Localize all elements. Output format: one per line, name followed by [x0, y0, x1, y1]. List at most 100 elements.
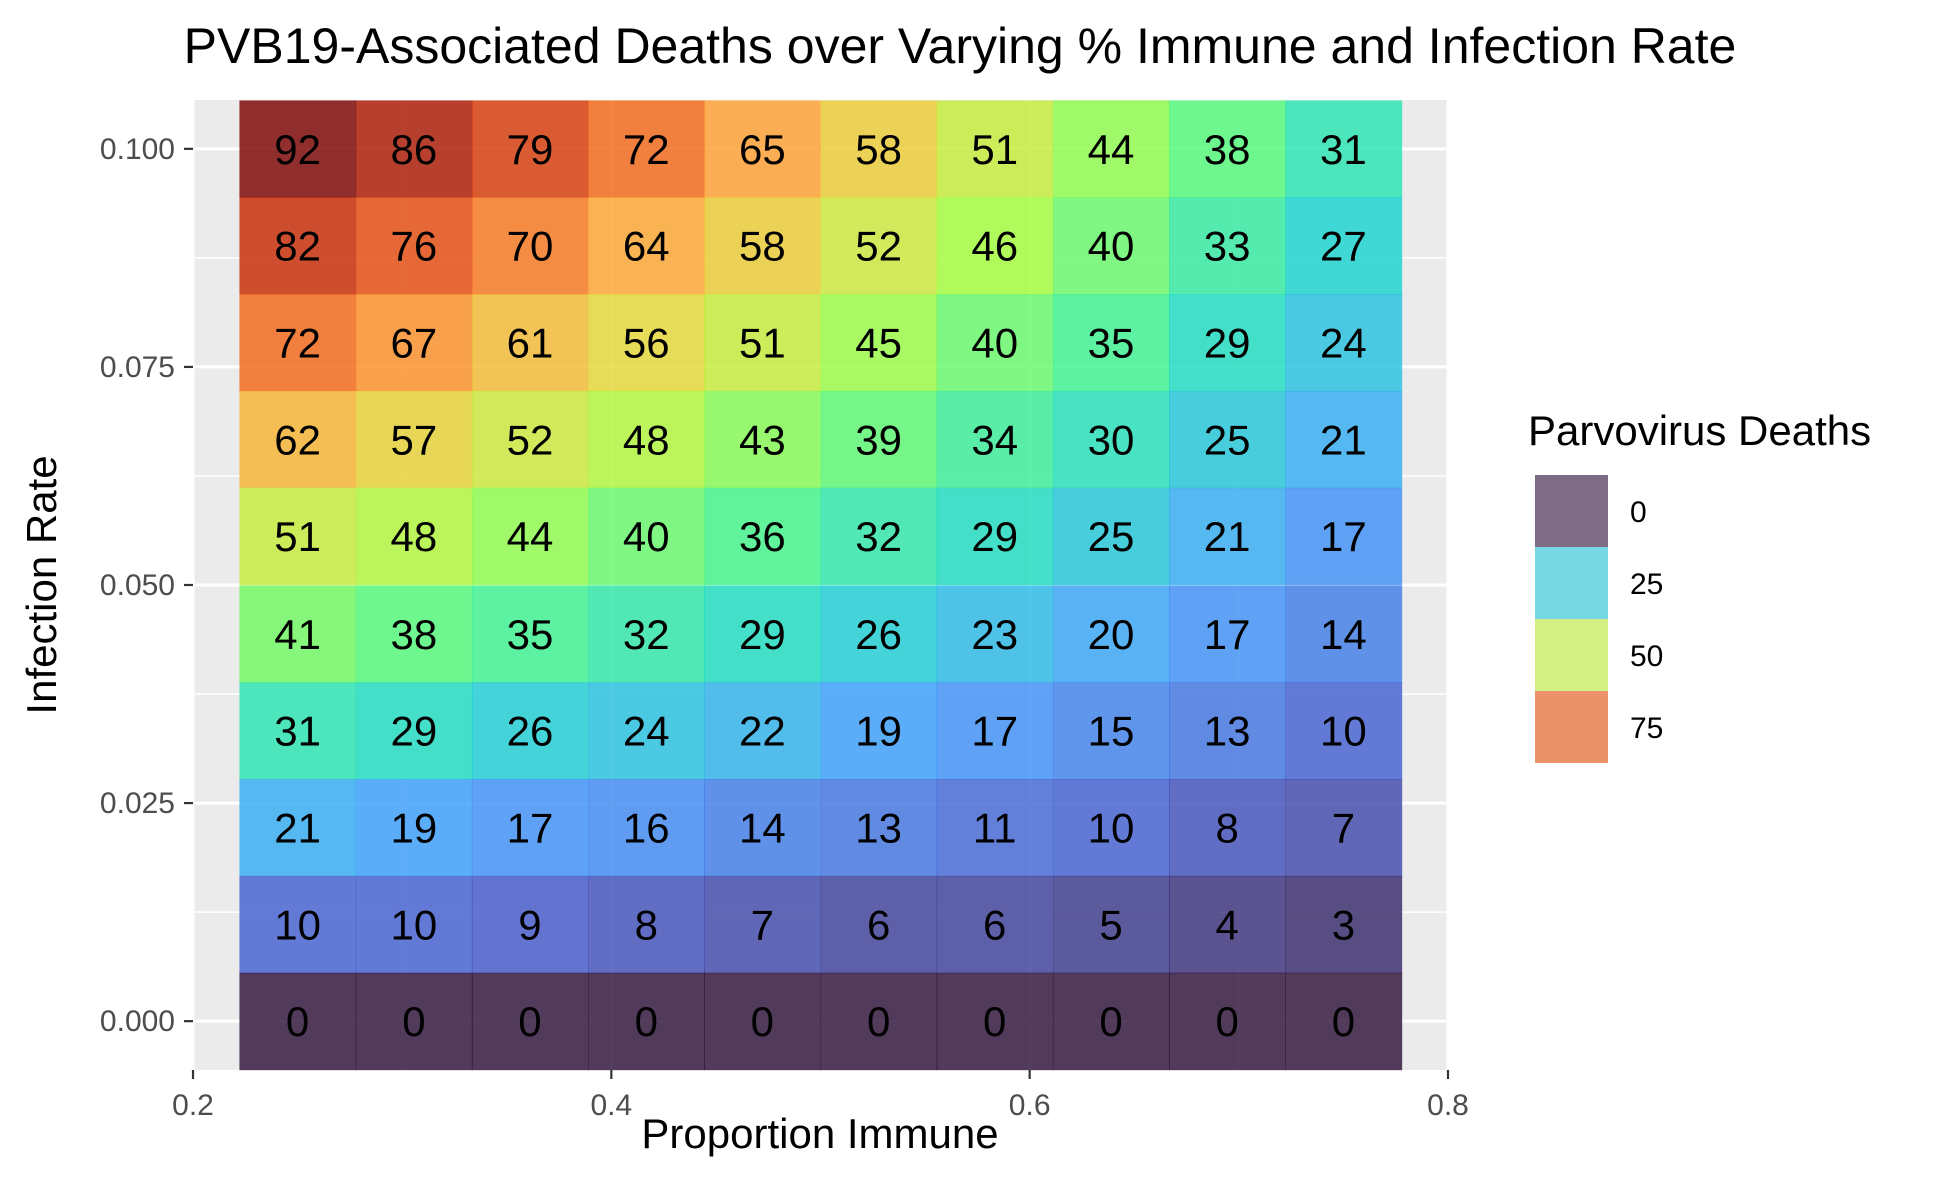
- heatmap-cell: [820, 972, 938, 1071]
- cell-value-label: 9: [518, 901, 541, 948]
- cell-value-label: 27: [1320, 223, 1367, 270]
- heatmap-cell: [704, 779, 822, 877]
- heatmap-cells: [239, 100, 1403, 1071]
- heatmap-cell: [471, 197, 589, 295]
- heatmap-cell: [1285, 390, 1403, 489]
- heatmap-cell: [588, 294, 706, 392]
- x-tick-label: 0.2: [172, 1089, 214, 1122]
- heatmap-cell: [1052, 972, 1170, 1071]
- heatmap-cell: [355, 294, 473, 392]
- cell-value-label: 41: [274, 611, 321, 658]
- cell-value-label: 24: [623, 708, 670, 755]
- cell-value-label: 51: [739, 320, 786, 367]
- heatmap-cell: [588, 875, 706, 974]
- heatmap-cell: [1168, 294, 1286, 392]
- cell-value-label: 19: [391, 805, 438, 852]
- heatmap-cell: [704, 390, 822, 489]
- heatmap-cell: [820, 197, 938, 295]
- cell-value-label: 33: [1204, 223, 1251, 270]
- heatmap-cell: [820, 487, 938, 586]
- cell-value-label: 52: [855, 223, 902, 270]
- heatmap-cell: [239, 197, 357, 295]
- cell-value-label: 20: [1088, 611, 1135, 658]
- cell-value-label: 10: [1088, 805, 1135, 852]
- cell-value-label: 26: [855, 611, 902, 658]
- cell-value-label: 16: [623, 805, 670, 852]
- cell-value-label: 30: [1088, 416, 1135, 463]
- cell-value-label: 35: [507, 611, 554, 658]
- cell-value-label: 45: [855, 320, 902, 367]
- y-tick-label: 0.025: [100, 787, 175, 820]
- heatmap-cell: [704, 197, 822, 295]
- cell-value-label: 6: [983, 901, 1006, 948]
- heatmap-cell: [936, 972, 1054, 1071]
- heatmap-cell: [355, 487, 473, 586]
- heatmap-cell: [1285, 972, 1403, 1071]
- legend: Parvovirus Deaths 0 25 50 75: [1528, 407, 1871, 763]
- heatmap-cell: [588, 100, 706, 198]
- x-tick-label: 0.8: [1427, 1089, 1469, 1122]
- heatmap-cell: [471, 779, 589, 877]
- cell-value-label: 86: [391, 126, 438, 173]
- cell-value-label: 7: [1332, 805, 1355, 852]
- cell-value-label: 21: [1204, 513, 1251, 560]
- cell-value-label: 65: [739, 126, 786, 173]
- heatmap-cell: [1285, 197, 1403, 295]
- cell-value-label: 13: [1204, 708, 1251, 755]
- heatmap-cell: [239, 100, 357, 198]
- heatmap-cell: [1052, 682, 1170, 780]
- heatmap-cell: [1168, 100, 1286, 198]
- heatmap-cell: [936, 875, 1054, 974]
- heatmap-cell: [1052, 100, 1170, 198]
- heatmap-cell: [588, 682, 706, 780]
- cell-value-label: 32: [623, 611, 670, 658]
- heatmap-cell: [1168, 197, 1286, 295]
- cell-value-label: 0: [402, 998, 425, 1045]
- cell-value-label: 44: [1088, 126, 1135, 173]
- cell-value-label: 14: [739, 805, 786, 852]
- cell-value-label: 51: [971, 126, 1018, 173]
- cell-value-label: 19: [855, 708, 902, 755]
- cell-value-label: 40: [1088, 223, 1135, 270]
- heatmap-cell: [588, 779, 706, 877]
- heatmap-cell: [1285, 875, 1403, 974]
- heatmap-cell: [1052, 779, 1170, 877]
- cell-value-label: 11: [973, 805, 1017, 852]
- cell-value-label: 79: [507, 126, 554, 173]
- heatmap-cell: [820, 294, 938, 392]
- x-tick-label: 0.6: [1009, 1089, 1051, 1122]
- heatmap-cell: [820, 682, 938, 780]
- cell-value-label: 46: [971, 223, 1018, 270]
- chart-title: PVB19-Associated Deaths over Varying % I…: [184, 18, 1737, 74]
- heatmap-cell: [704, 682, 822, 780]
- legend-entry-label: 25: [1630, 568, 1663, 601]
- y-tick-label: 0.100: [100, 133, 175, 166]
- cell-value-label: 35: [1088, 320, 1135, 367]
- heatmap-cell: [936, 197, 1054, 295]
- heatmap-cell: [588, 585, 706, 683]
- cell-value-label: 56: [623, 320, 670, 367]
- heatmap-cell: [1168, 779, 1286, 877]
- heatmap-cell: [1168, 390, 1286, 489]
- cell-value-label: 22: [739, 708, 786, 755]
- heatmap-cell: [239, 972, 357, 1071]
- cell-value-label: 3: [1332, 901, 1355, 948]
- cell-value-label: 21: [274, 805, 321, 852]
- heatmap-cell: [471, 294, 589, 392]
- cell-value-label: 44: [507, 513, 554, 560]
- heatmap-cell: [936, 100, 1054, 198]
- heatmap-cell: [704, 585, 822, 683]
- cell-value-label: 31: [274, 708, 321, 755]
- heatmap-cell: [936, 585, 1054, 683]
- heatmap-cell: [239, 294, 357, 392]
- cell-value-label: 67: [391, 320, 438, 367]
- cell-value-label: 24: [1320, 320, 1367, 367]
- y-tick-label: 0.075: [100, 351, 175, 384]
- heatmap-cell: [704, 972, 822, 1071]
- legend-key-swatch: [1535, 619, 1608, 691]
- cell-value-label: 0: [286, 998, 309, 1045]
- cell-value-label: 6: [867, 901, 890, 948]
- heatmap-cell: [471, 390, 589, 489]
- cell-value-label: 15: [1088, 708, 1135, 755]
- y-axis-title: Infection Rate: [18, 455, 65, 714]
